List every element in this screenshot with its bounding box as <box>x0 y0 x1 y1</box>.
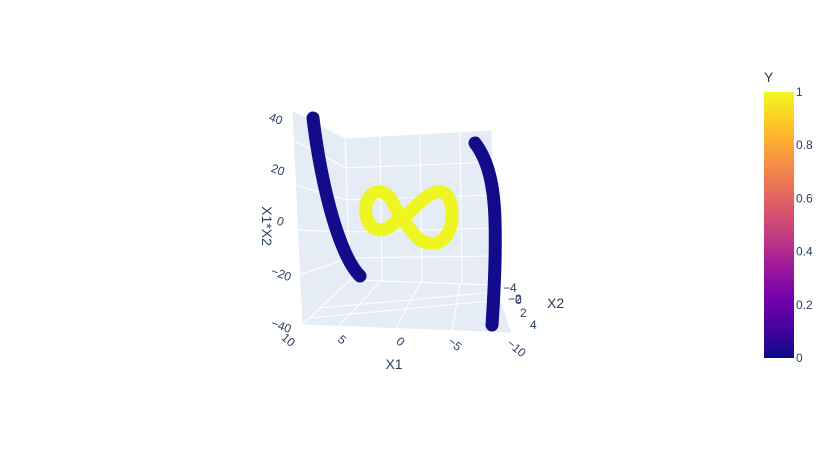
y-tick: 4 <box>530 318 537 332</box>
colorbar-ticks: 1 0.8 0.6 0.4 0.2 0 <box>796 85 813 365</box>
colorbar-gradient <box>764 92 794 358</box>
trace-y0-left[interactable] <box>306 111 367 283</box>
scene[interactable]: 40 20 0 −20 −40 X1*X2 10 5 0 −5 −10 X1 −… <box>259 109 564 372</box>
colorbar-tick: 0.6 <box>796 191 813 205</box>
y-axis-title: X2 <box>547 295 564 311</box>
colorbar-tick: 0.8 <box>796 138 813 152</box>
x-tick: 0 <box>393 334 407 349</box>
colorbar: Y 1 0.8 0.6 0.4 0.2 0 <box>764 69 813 365</box>
colorbar-title: Y <box>764 69 774 85</box>
y-axis-ticks: −4 −2 0 2 4 <box>503 281 537 332</box>
colorbar-tick: 0 <box>796 351 803 365</box>
x-tick: −5 <box>445 334 465 354</box>
y-tick: 2 <box>520 306 527 320</box>
y-tick: −2 <box>508 292 522 306</box>
x-tick: 5 <box>335 332 349 347</box>
z-axis-title: X1*X2 <box>259 206 275 246</box>
y-tick: 0 <box>515 293 522 307</box>
x-tick: −10 <box>504 336 529 360</box>
z-tick: 20 <box>269 161 287 179</box>
z-axis-ticks: 40 20 0 −20 −40 <box>267 110 293 336</box>
z-tick: −20 <box>269 264 293 284</box>
data-traces[interactable] <box>306 111 502 332</box>
x-axis-ticks: 10 5 0 −5 −10 <box>279 330 529 360</box>
z-tick: −40 <box>269 316 293 336</box>
x-axis-title: X1 <box>385 356 402 372</box>
colorbar-tick: 0.2 <box>796 298 813 312</box>
y-tick: −4 <box>503 281 517 295</box>
trace-y1-figure-eight[interactable] <box>359 185 459 250</box>
colorbar-tick: 0.4 <box>796 245 813 259</box>
z-tick: 0 <box>275 214 286 230</box>
z-tick: 40 <box>267 110 285 128</box>
colorbar-tick: 1 <box>796 85 803 99</box>
trace-y0-right[interactable] <box>468 136 502 332</box>
